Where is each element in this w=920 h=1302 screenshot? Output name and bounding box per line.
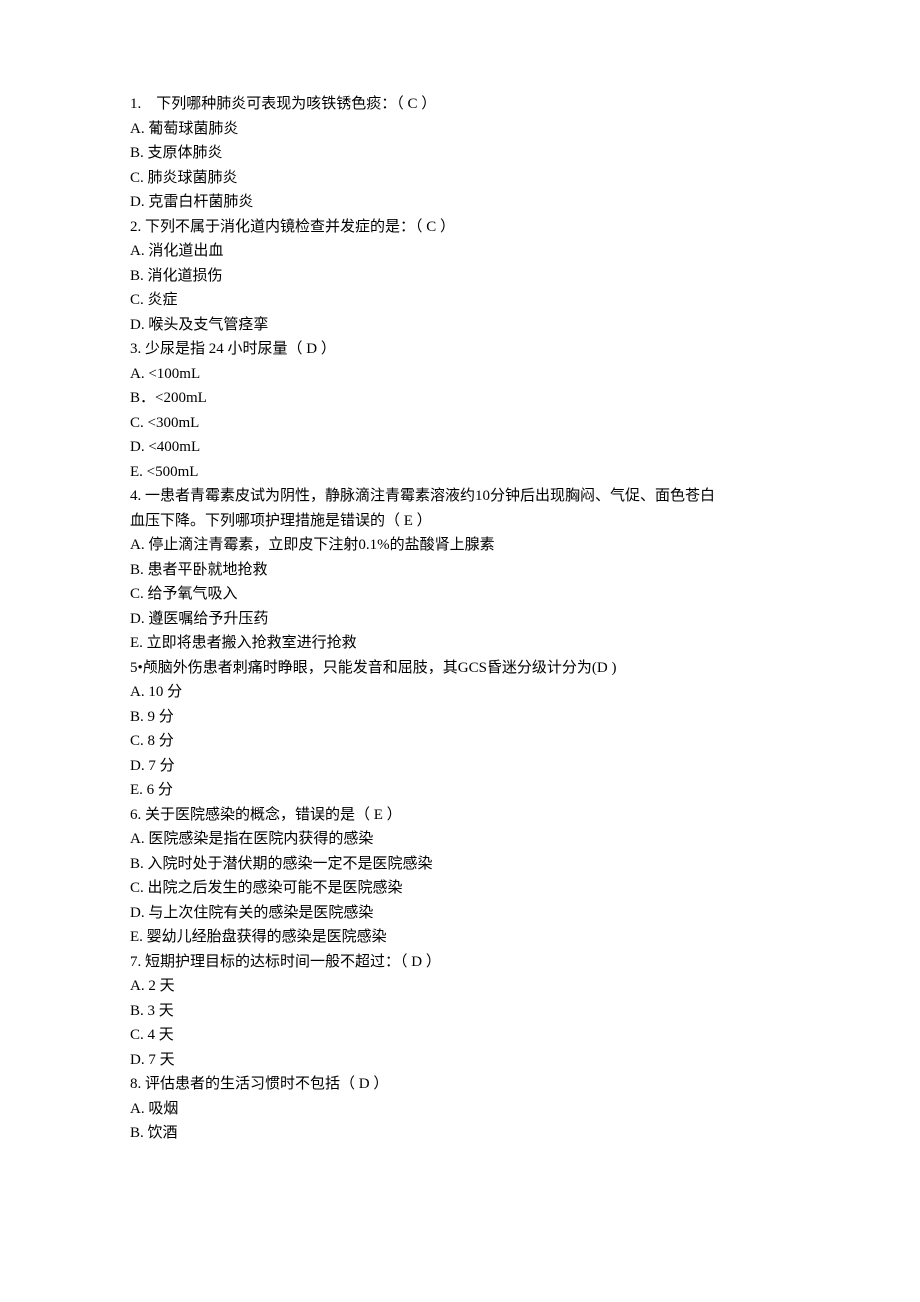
text-line: E. 婴幼儿经胎盘获得的感染是医院感染 xyxy=(130,925,790,950)
text-line: D. 遵医嘱给予升压药 xyxy=(130,607,790,632)
text-line: 血压下降。下列哪项护理措施是错误的（ E ） xyxy=(130,509,790,534)
text-line: 7. 短期护理目标的达标时间一般不超过：（ D ） xyxy=(130,950,790,975)
text-line: B. 饮酒 xyxy=(130,1121,790,1146)
text-line: D. 克雷白杆菌肺炎 xyxy=(130,190,790,215)
text-line: D. <400mL xyxy=(130,435,790,460)
text-line: 8. 评估患者的生活习惯时不包括（ D ） xyxy=(130,1072,790,1097)
text-line: B. 消化道损伤 xyxy=(130,264,790,289)
text-line: B．<200mL xyxy=(130,386,790,411)
text-line: D. 7 分 xyxy=(130,754,790,779)
text-line: A. 医院感染是指在医院内获得的感染 xyxy=(130,827,790,852)
text-line: 2. 下列不属于消化道内镜检查并发症的是：（ C ） xyxy=(130,215,790,240)
page-content: 1. 下列哪种肺炎可表现为咳铁锈色痰：（ C ） A. 葡萄球菌肺炎 B. 支原… xyxy=(0,0,920,1206)
text-line: C. 出院之后发生的感染可能不是医院感染 xyxy=(130,876,790,901)
text-line: D. 7 天 xyxy=(130,1048,790,1073)
text-line: B. 支原体肺炎 xyxy=(130,141,790,166)
text-line: C. <300mL xyxy=(130,411,790,436)
text-line: 6. 关于医院感染的概念，错误的是（ E ） xyxy=(130,803,790,828)
text-line: D. 喉头及支气管痉挛 xyxy=(130,313,790,338)
text-line: E. 6 分 xyxy=(130,778,790,803)
text-line: B. 患者平卧就地抢救 xyxy=(130,558,790,583)
text-line: 5•颅脑外伤患者刺痛时睁眼，只能发音和屈肢，其GCS昏迷分级计分为(D ) xyxy=(130,656,790,681)
text-line: C. 肺炎球菌肺炎 xyxy=(130,166,790,191)
text-line: A. 吸烟 xyxy=(130,1097,790,1122)
text-line: E. 立即将患者搬入抢救室进行抢救 xyxy=(130,631,790,656)
text-line: C. 8 分 xyxy=(130,729,790,754)
text-line: 4. 一患者青霉素皮试为阴性，静脉滴注青霉素溶液约10分钟后出现胸闷、气促、面色… xyxy=(130,484,790,509)
text-line: C. 炎症 xyxy=(130,288,790,313)
text-line: B. 入院时处于潜伏期的感染一定不是医院感染 xyxy=(130,852,790,877)
text-line: A. <100mL xyxy=(130,362,790,387)
text-line: A. 10 分 xyxy=(130,680,790,705)
text-line: D. 与上次住院有关的感染是医院感染 xyxy=(130,901,790,926)
text-line: A. 停止滴注青霉素，立即皮下注射0.1%的盐酸肾上腺素 xyxy=(130,533,790,558)
text-line: B. 3 天 xyxy=(130,999,790,1024)
text-line: A. 葡萄球菌肺炎 xyxy=(130,117,790,142)
text-line: C. 给予氧气吸入 xyxy=(130,582,790,607)
text-line: A. 2 天 xyxy=(130,974,790,999)
text-line: A. 消化道出血 xyxy=(130,239,790,264)
text-line: B. 9 分 xyxy=(130,705,790,730)
text-line: E. <500mL xyxy=(130,460,790,485)
text-line: 1. 下列哪种肺炎可表现为咳铁锈色痰：（ C ） xyxy=(130,92,790,117)
text-line: C. 4 天 xyxy=(130,1023,790,1048)
text-line: 3. 少尿是指 24 小时尿量（ D ） xyxy=(130,337,790,362)
